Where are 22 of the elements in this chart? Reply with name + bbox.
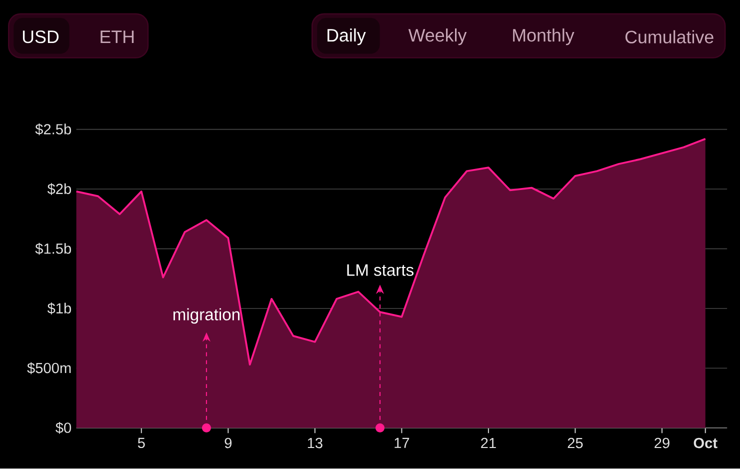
y-tick-label: $2b bbox=[47, 183, 72, 196]
x-tick-label: 13 bbox=[308, 438, 322, 448]
ref-line-label: migration bbox=[173, 308, 240, 324]
text: ETH bbox=[100, 30, 134, 44]
ref-line-label: LM starts bbox=[347, 264, 414, 276]
y-tick-label: $1.5b bbox=[35, 243, 72, 255]
x-tick-label: Oct bbox=[694, 438, 718, 448]
y-tick-label: $0 bbox=[56, 422, 72, 434]
y-tick-label: $1b bbox=[47, 302, 72, 315]
x-tick-label: 9 bbox=[224, 438, 232, 448]
text: Weekly bbox=[408, 28, 467, 46]
x-tick-label: 21 bbox=[481, 438, 496, 448]
text: Cumulative bbox=[625, 30, 714, 44]
text: Daily bbox=[328, 28, 366, 46]
x-tick-label: 17 bbox=[394, 438, 410, 448]
y-tick-label: $500m bbox=[27, 362, 71, 374]
x-tick-label: 29 bbox=[654, 438, 670, 448]
y-tick-label: $2.5b bbox=[35, 124, 72, 136]
text: Monthly bbox=[513, 28, 574, 46]
x-tick-label: 25 bbox=[568, 438, 583, 448]
x-tick-label: 5 bbox=[138, 438, 145, 448]
text: USD bbox=[22, 30, 59, 44]
